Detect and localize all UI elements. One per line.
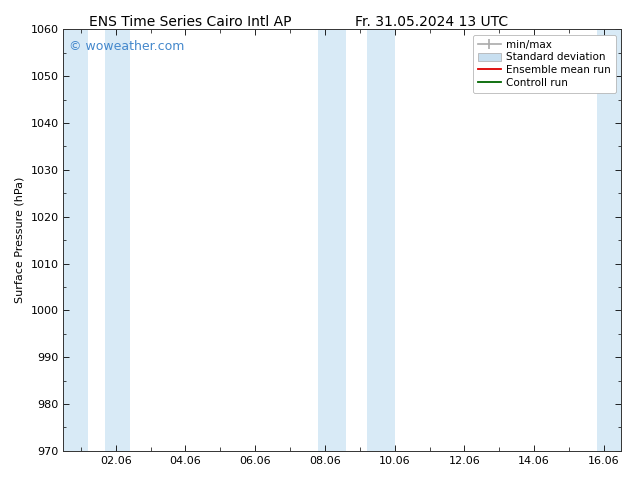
- Bar: [597, 29, 621, 451]
- Text: ENS Time Series Cairo Intl AP: ENS Time Series Cairo Intl AP: [89, 15, 292, 29]
- Bar: [63, 29, 87, 451]
- Text: © woweather.com: © woweather.com: [69, 40, 184, 53]
- Bar: [105, 29, 129, 451]
- Text: Fr. 31.05.2024 13 UTC: Fr. 31.05.2024 13 UTC: [354, 15, 508, 29]
- Bar: [366, 29, 394, 451]
- Y-axis label: Surface Pressure (hPa): Surface Pressure (hPa): [15, 177, 25, 303]
- Bar: [318, 29, 346, 451]
- Legend: min/max, Standard deviation, Ensemble mean run, Controll run: min/max, Standard deviation, Ensemble me…: [473, 35, 616, 93]
